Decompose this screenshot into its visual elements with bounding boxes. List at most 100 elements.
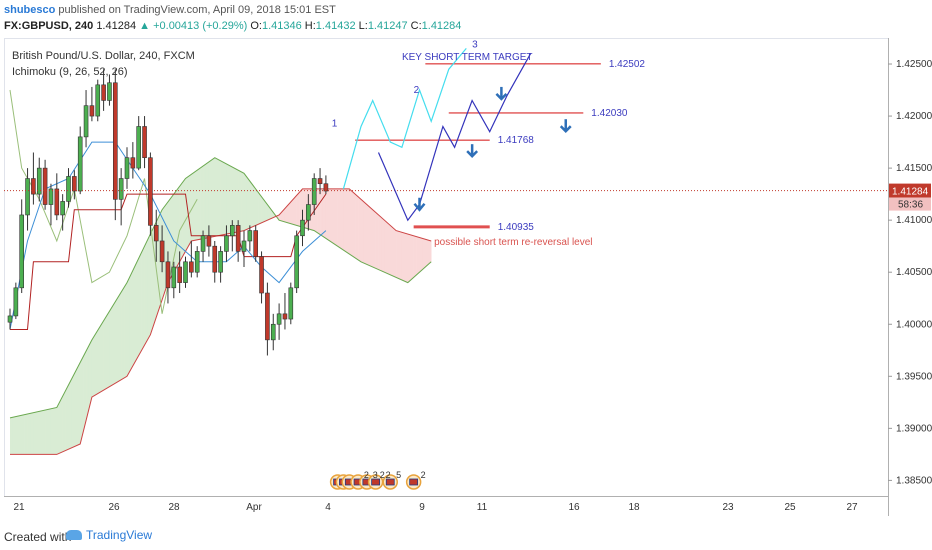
flag-shape: [409, 478, 419, 486]
candle: [142, 126, 147, 159]
kumo-segment: [135, 258, 139, 361]
candle: [60, 201, 65, 216]
kumo-segment: [138, 252, 142, 356]
kumo-segment: [208, 159, 213, 238]
price-tick-label: 1.41000: [896, 215, 932, 226]
chart-area[interactable]: 1.42502 1.42030 1.41768 1.40935 KEY SHORT TE…: [4, 38, 932, 518]
kumo-segment: [366, 204, 371, 266]
kumo-segment: [220, 160, 224, 236]
candle: [265, 292, 270, 341]
kumo-segment: [378, 214, 382, 271]
kumo-segment: [185, 176, 189, 252]
kumo-segment: [56, 401, 61, 455]
kumo-segment: [246, 177, 251, 230]
close-label: C:: [410, 20, 422, 32]
candle: [95, 84, 101, 117]
kumo-segment: [153, 221, 157, 326]
price-tick-label: 1.39000: [896, 423, 932, 434]
time-tick-label: 4: [325, 502, 331, 513]
kumo-segment: [188, 174, 192, 247]
price-tick-label: 1.42000: [896, 111, 932, 122]
chart-legend: British Pound/U.S. Dollar, 240, FXCM Ich…: [12, 48, 195, 80]
kumo-segment: [226, 163, 230, 235]
published-text: published on TradingView.com, April 09, …: [58, 4, 336, 16]
annotation-text: possible short term re-reversal level: [434, 237, 592, 248]
kumo-segment: [352, 191, 356, 258]
kumo-segment: [36, 411, 40, 455]
price-chart[interactable]: 1.42502 1.42030 1.41768 1.40935 KEY SHORT TE…: [4, 38, 932, 518]
kumo-segment: [173, 190, 178, 273]
event-count-label: 2: [421, 470, 426, 480]
kumo-segment: [425, 239, 429, 267]
kumo-segment: [94, 330, 99, 396]
kumo-segment: [320, 188, 324, 237]
arrow-up-icon: [466, 144, 479, 158]
kumo-segment: [252, 185, 256, 227]
kumo-segment: [340, 188, 344, 251]
flag-shape: [371, 478, 381, 486]
time-tick-label: 28: [168, 502, 180, 513]
kumo-segment: [249, 181, 254, 228]
flag-icon: [367, 474, 384, 490]
tradingview-link[interactable]: TradingView: [66, 528, 152, 542]
candle: [270, 323, 276, 341]
kumo-segment: [12, 416, 17, 455]
kumo-segment: [279, 211, 283, 222]
footer: Created with TradingView: [0, 518, 932, 550]
candle: [7, 315, 13, 323]
brand-label: TradingView: [86, 528, 153, 542]
candle: [288, 287, 294, 320]
candle: [306, 204, 311, 221]
high-label: H:: [304, 20, 316, 32]
kumo-segment: [203, 163, 207, 239]
kumo-segment: [194, 170, 198, 241]
kumo-segment: [97, 325, 101, 394]
time-tick-label: Apr: [246, 502, 262, 513]
candle: [48, 188, 54, 205]
legend-indicator[interactable]: Ichimoku (9, 26, 52, 26): [12, 66, 128, 78]
kumo-segment: [42, 410, 46, 455]
kumo-segment: [80, 356, 84, 444]
created-with-text: Created with: [4, 530, 72, 544]
kumo-segment: [255, 188, 259, 226]
kumo-segment: [384, 220, 388, 274]
time-tick-label: 25: [784, 502, 796, 513]
kumo-segment: [179, 182, 183, 262]
change-value: +0.00413 (+0.29%): [153, 20, 248, 32]
kumo-segment: [325, 188, 330, 241]
kumo-segment: [241, 171, 245, 232]
kumo-segment: [375, 212, 379, 270]
candle: [259, 256, 264, 294]
kumo-segment: [363, 201, 368, 265]
candle: [130, 157, 136, 169]
kumo-segment: [223, 162, 227, 235]
countdown-label: 58:36: [898, 200, 923, 211]
kumo-segment: [127, 276, 131, 377]
candle: [218, 251, 223, 273]
candle: [300, 219, 305, 237]
event-count-label: 2: [386, 470, 391, 480]
target-level-label: 1.42502: [609, 59, 646, 70]
target-level-label: 1.42030: [591, 108, 628, 119]
annotation-text: 3: [472, 39, 478, 50]
kumo-segment: [258, 192, 262, 225]
candle: [36, 167, 42, 195]
target-level-label: 1.41768: [498, 135, 535, 146]
kumo-segment: [176, 186, 180, 267]
candle: [224, 235, 229, 252]
kumo-segment: [390, 225, 394, 277]
kumo-segment: [404, 233, 409, 283]
time-tick-label: 11: [477, 502, 488, 513]
kumo-segment: [361, 199, 365, 264]
low-value: 1.41247: [367, 20, 408, 32]
candle: [183, 261, 188, 283]
candle: [89, 105, 95, 117]
candle: [31, 178, 36, 195]
kumo-segment: [65, 384, 69, 451]
author-name[interactable]: shubesco: [4, 4, 56, 16]
kumo-segment: [334, 188, 338, 247]
kumo-segment: [18, 415, 22, 455]
kumo-segment: [182, 178, 186, 257]
kumo-segment: [331, 188, 335, 245]
kumo-segment: [10, 417, 14, 455]
